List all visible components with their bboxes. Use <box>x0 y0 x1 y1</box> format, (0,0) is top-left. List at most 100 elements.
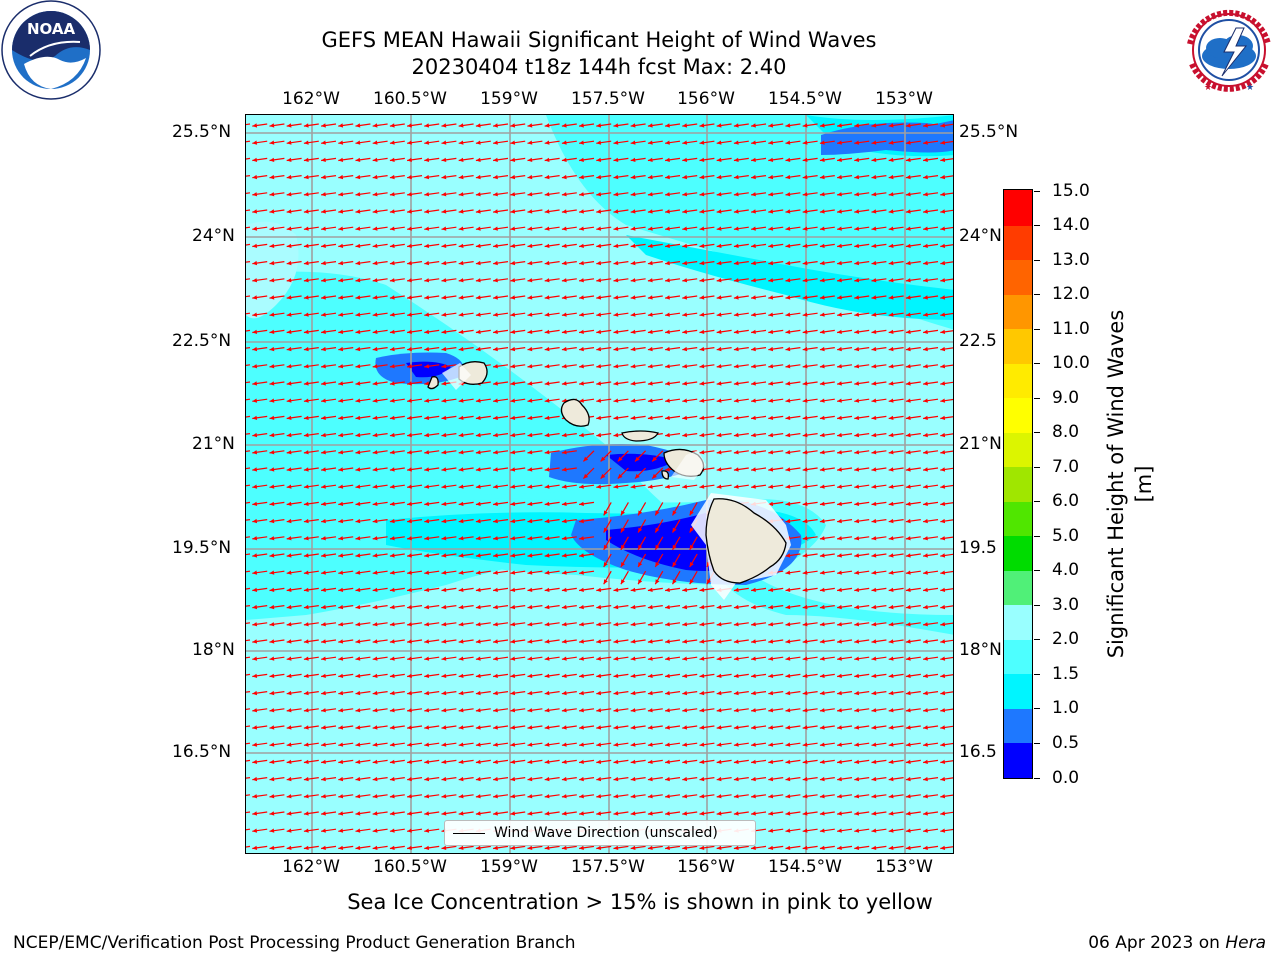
wave-direction-arrowhead <box>579 432 584 438</box>
wave-direction-arrowhead <box>672 544 677 550</box>
wave-direction-arrowhead <box>389 673 395 678</box>
wave-direction-arrowhead <box>940 260 946 266</box>
wave-direction-arrowhead <box>613 690 619 696</box>
wave-direction-arrowhead <box>372 450 378 455</box>
wave-direction-arrowhead <box>544 381 550 386</box>
map-legend: Wind Wave Direction (unscaled) <box>444 820 756 846</box>
wave-direction-arrowhead <box>923 450 928 455</box>
wave-direction-arrowhead <box>269 312 275 317</box>
wave-direction-arrowhead <box>613 432 619 438</box>
wave-direction-arrowhead <box>699 776 705 782</box>
wave-direction-arrowhead <box>441 140 447 145</box>
wave-direction-arrowhead <box>716 742 722 747</box>
wave-direction-arrowhead <box>579 381 584 386</box>
wave-direction-arrowhead <box>321 278 326 283</box>
wave-direction-arrowhead <box>544 639 550 644</box>
wave-direction-arrowhead <box>252 828 258 833</box>
wave-direction-arrowhead <box>544 794 550 799</box>
wave-direction-arrowhead <box>638 510 643 516</box>
wave-direction-arrowhead <box>854 123 860 128</box>
wave-direction-arrowhead <box>338 587 344 592</box>
wave-direction-arrowhead <box>733 467 739 472</box>
wave-direction-arrowhead <box>286 346 292 352</box>
wave-direction-arrowhead <box>303 845 309 850</box>
wave-direction-arrowhead <box>940 398 946 403</box>
wave-direction-arrowhead <box>527 725 533 730</box>
wave-direction-arrowhead <box>854 673 860 678</box>
wave-direction-arrowhead <box>596 415 602 420</box>
wave-direction-arrowhead <box>819 415 825 420</box>
wave-direction-arrowhead <box>441 656 447 661</box>
wave-direction-arrowhead <box>871 467 877 472</box>
wave-direction-arrowhead <box>321 226 326 231</box>
wave-direction-arrowhead <box>596 312 602 317</box>
wave-direction-arrowhead <box>888 725 894 730</box>
wave-direction-arrowhead <box>751 467 756 472</box>
wave-direction-arrow <box>246 415 251 418</box>
wave-direction-arrowhead <box>940 794 946 799</box>
wave-direction-arrowhead <box>579 811 584 816</box>
wave-direction-arrowhead <box>647 587 653 592</box>
wave-direction-arrowhead <box>389 295 395 300</box>
wave-direction-arrowhead <box>802 226 808 231</box>
wave-direction-arrowhead <box>527 501 533 506</box>
wave-direction-arrowhead <box>510 329 516 334</box>
wave-direction-arrowhead <box>888 742 894 747</box>
wave-direction-arrowhead <box>372 690 378 696</box>
colorbar-tick: 12.0 <box>1034 284 1090 304</box>
wave-direction-arrowhead <box>905 622 911 627</box>
wave-direction-arrowhead <box>355 570 361 575</box>
wave-direction-arrowhead <box>561 174 567 180</box>
wave-direction-arrowhead <box>269 690 275 696</box>
wave-direction-arrowhead <box>596 622 602 627</box>
wave-direction-arrowhead <box>716 415 722 420</box>
wave-direction-arrowhead <box>802 174 808 180</box>
wave-direction-arrowhead <box>458 536 464 541</box>
wave-direction-arrowhead <box>510 553 516 558</box>
wave-direction-arrowhead <box>785 673 791 678</box>
wave-direction-arrowhead <box>407 828 412 833</box>
colorbar-segment <box>1004 397 1032 433</box>
wave-direction-arrowhead <box>854 243 860 248</box>
wave-direction-arrowhead <box>252 501 258 506</box>
wave-direction-arrowhead <box>751 140 756 145</box>
wave-direction-arrowhead <box>682 260 688 266</box>
wave-direction-arrowhead <box>751 690 756 696</box>
wave-direction-arrowhead <box>510 536 516 541</box>
wave-direction-arrowhead <box>441 450 447 455</box>
wave-direction-arrowhead <box>682 845 688 850</box>
wave-direction-arrowhead <box>269 398 275 403</box>
wave-direction-arrowhead <box>321 157 326 162</box>
wave-direction-arrowhead <box>613 484 619 489</box>
wave-direction-arrowhead <box>561 536 567 541</box>
wave-direction-arrowhead <box>596 690 602 696</box>
wave-direction-arrowhead <box>751 587 756 592</box>
wave-direction-arrowhead <box>751 776 756 782</box>
wave-direction-arrowhead <box>819 536 825 541</box>
wave-direction-arrowhead <box>923 639 928 644</box>
wave-direction-arrowhead <box>389 243 395 248</box>
wave-direction-arrow <box>246 450 251 452</box>
wave-direction-arrowhead <box>579 553 584 558</box>
wave-direction-arrowhead <box>647 690 653 696</box>
wave-direction-arrowhead <box>252 604 258 610</box>
wave-direction-arrowhead <box>699 260 705 266</box>
wave-direction-arrowhead <box>338 192 344 197</box>
wave-direction-arrowhead <box>923 260 928 266</box>
wave-direction-arrowhead <box>647 278 653 283</box>
wave-direction-arrowhead <box>441 467 447 472</box>
wave-direction-arrowhead <box>630 398 636 403</box>
map-panel: Wind Wave Direction (unscaled) <box>245 114 954 854</box>
wave-direction-arrowhead <box>544 725 550 730</box>
wave-direction-arrowhead <box>647 794 653 799</box>
wave-direction-arrowhead <box>819 450 825 455</box>
wave-direction-arrowhead <box>527 415 533 420</box>
wave-direction-arrowhead <box>613 708 619 713</box>
wave-direction-arrowhead <box>854 794 860 799</box>
wave-direction-arrowhead <box>819 656 825 661</box>
wave-direction-arrowhead <box>665 484 670 489</box>
wave-direction-arrowhead <box>647 656 653 661</box>
wave-direction-arrowhead <box>647 260 653 266</box>
wave-direction-arrowhead <box>303 364 309 369</box>
wave-direction-arrowhead <box>768 243 774 248</box>
